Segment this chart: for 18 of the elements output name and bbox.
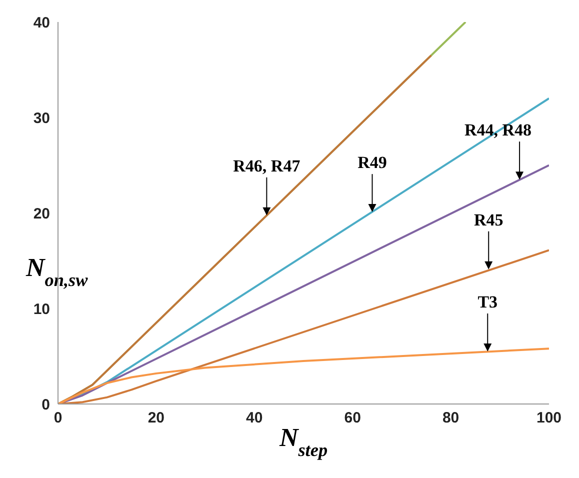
y-tick-label: 20 [33,205,50,222]
annotation: R44, R48 [464,120,532,140]
y-tick-label: 40 [33,14,50,32]
annotation: R45 [474,210,504,230]
x-tick-label: 80 [442,410,460,427]
x-tick-label: 20 [148,410,165,427]
x-tick-label: 0 [54,410,62,427]
x-tick-label: 100 [536,410,562,427]
x-axis-title: N$_{step}$ [278,423,328,460]
y-tick-label: 30 [33,110,50,127]
y-axis-title: N$_{on,sw}$ [25,253,89,290]
annotation: R46, R47 [233,156,301,176]
annotation: R49 [358,153,387,172]
x-tick-label: 40 [246,410,263,427]
annotation: T3 [478,292,498,312]
x-tick-label: 60 [344,410,361,427]
y-tick-label: 0 [42,396,50,414]
y-tick-label: 10 [33,300,50,318]
